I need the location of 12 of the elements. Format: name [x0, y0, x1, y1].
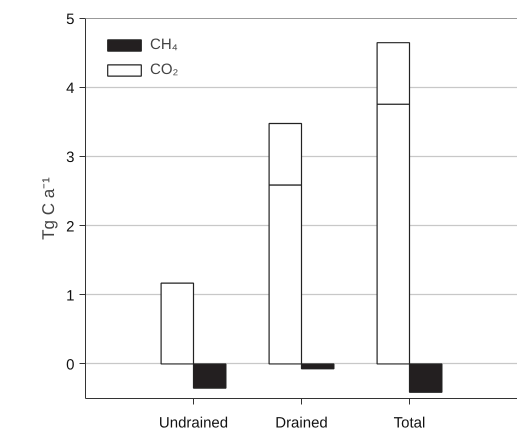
y-tick-label: 2 — [66, 218, 74, 236]
legend-label: CH₄ — [150, 36, 178, 53]
y-tick-label: 5 — [66, 11, 74, 28]
y-axis-title: Tg C a⁻¹ — [39, 176, 58, 240]
x-tick-label: Drained — [275, 414, 328, 432]
x-tick-label: Undrained — [158, 414, 228, 432]
legend-label: CO₂ — [150, 61, 178, 78]
y-tick-label: 0 — [66, 356, 74, 374]
y-tick-label: 1 — [66, 287, 74, 304]
x-tick-label: Total — [394, 414, 426, 432]
y-tick-label: 4 — [66, 80, 74, 98]
y-tick-label: 3 — [66, 149, 74, 166]
